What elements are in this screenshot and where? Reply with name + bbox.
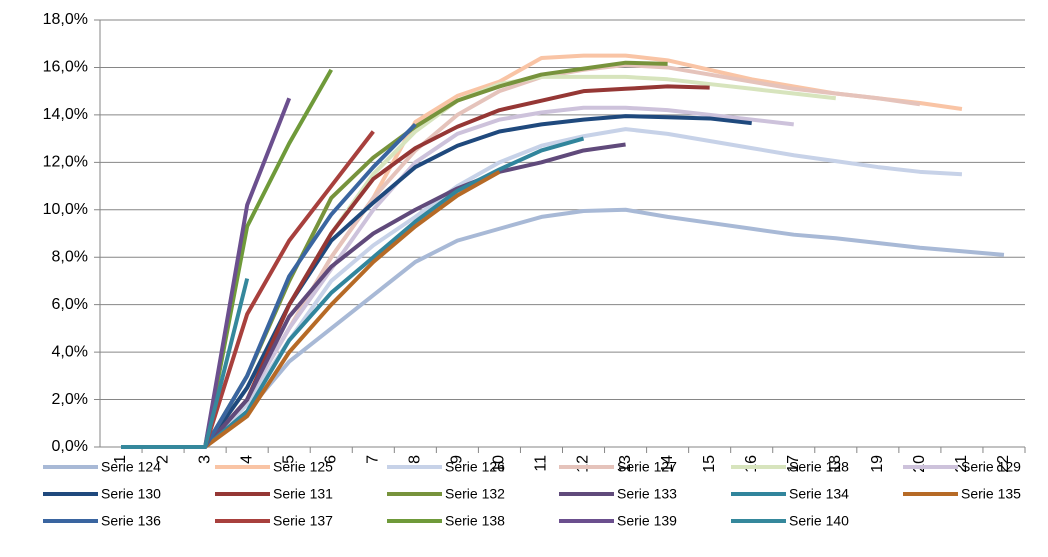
x-tick-label: 15 — [701, 455, 718, 473]
legend-label: Serie 139 — [617, 513, 677, 529]
legend-label: Serie 129 — [961, 459, 1021, 475]
series-line — [121, 114, 752, 449]
legend-label: Serie 137 — [273, 513, 333, 529]
y-tick-label: 8,0% — [52, 248, 88, 265]
y-tick-label: 14,0% — [43, 106, 88, 123]
legend-label: Serie 125 — [273, 459, 333, 475]
legend-label: Serie 128 — [789, 459, 849, 475]
legend-label: Serie 130 — [101, 486, 161, 502]
legend-label: Serie 131 — [273, 486, 333, 502]
y-tick-label: 10,0% — [43, 201, 88, 218]
series-line — [121, 122, 417, 449]
legend-label: Serie 136 — [101, 513, 161, 529]
x-tick-label: 19 — [869, 455, 886, 473]
series-line — [121, 74, 837, 449]
x-tick-label: 16 — [743, 455, 760, 473]
series-line — [121, 207, 1005, 449]
x-tick-label: 1 — [112, 455, 129, 464]
legend-label: Serie 138 — [445, 513, 505, 529]
x-tick-label: 7 — [365, 455, 382, 464]
x-tick-label: 22 — [995, 455, 1012, 473]
y-tick-label: 0,0% — [52, 438, 88, 455]
series-line — [121, 127, 963, 449]
x-tick-label: 12 — [575, 455, 592, 473]
x-tick-label: 8 — [407, 455, 424, 464]
y-tick-label: 4,0% — [52, 343, 88, 360]
x-tick-label: 17 — [785, 455, 802, 473]
legend-label: Serie 140 — [789, 513, 849, 529]
x-tick-label: 9 — [449, 455, 466, 464]
legend-label: Serie 127 — [617, 459, 677, 475]
x-tick-label: 11 — [533, 455, 550, 472]
legend-label: Serie 135 — [961, 486, 1021, 502]
x-tick-label: 3 — [196, 455, 213, 464]
x-tick-label: 6 — [322, 455, 339, 464]
x-tick-label: 13 — [617, 455, 634, 473]
y-tick-label: 2,0% — [52, 391, 88, 408]
legend-label: Serie 124 — [101, 459, 161, 475]
y-tick-label: 18,0% — [43, 11, 88, 28]
x-tick-label: 2 — [154, 455, 171, 464]
y-tick-label: 16,0% — [43, 59, 88, 76]
y-tick-label: 6,0% — [52, 296, 88, 313]
x-tick-label: 4 — [238, 455, 255, 464]
legend-label: Serie 133 — [617, 486, 677, 502]
legend-label: Serie 134 — [789, 486, 849, 502]
x-tick-label: 18 — [827, 455, 844, 473]
y-tick-label: 12,0% — [43, 154, 88, 171]
series-line — [121, 136, 585, 449]
series-line — [121, 84, 710, 449]
legend-label: Serie 132 — [445, 486, 505, 502]
x-tick-label: 20 — [911, 455, 928, 473]
x-tick-label: 10 — [491, 455, 508, 473]
legend-label: Serie 126 — [445, 459, 505, 475]
series-line — [121, 278, 250, 449]
x-tick-label: 5 — [280, 455, 297, 464]
x-tick-label: 14 — [659, 455, 676, 473]
series-line — [121, 97, 292, 449]
